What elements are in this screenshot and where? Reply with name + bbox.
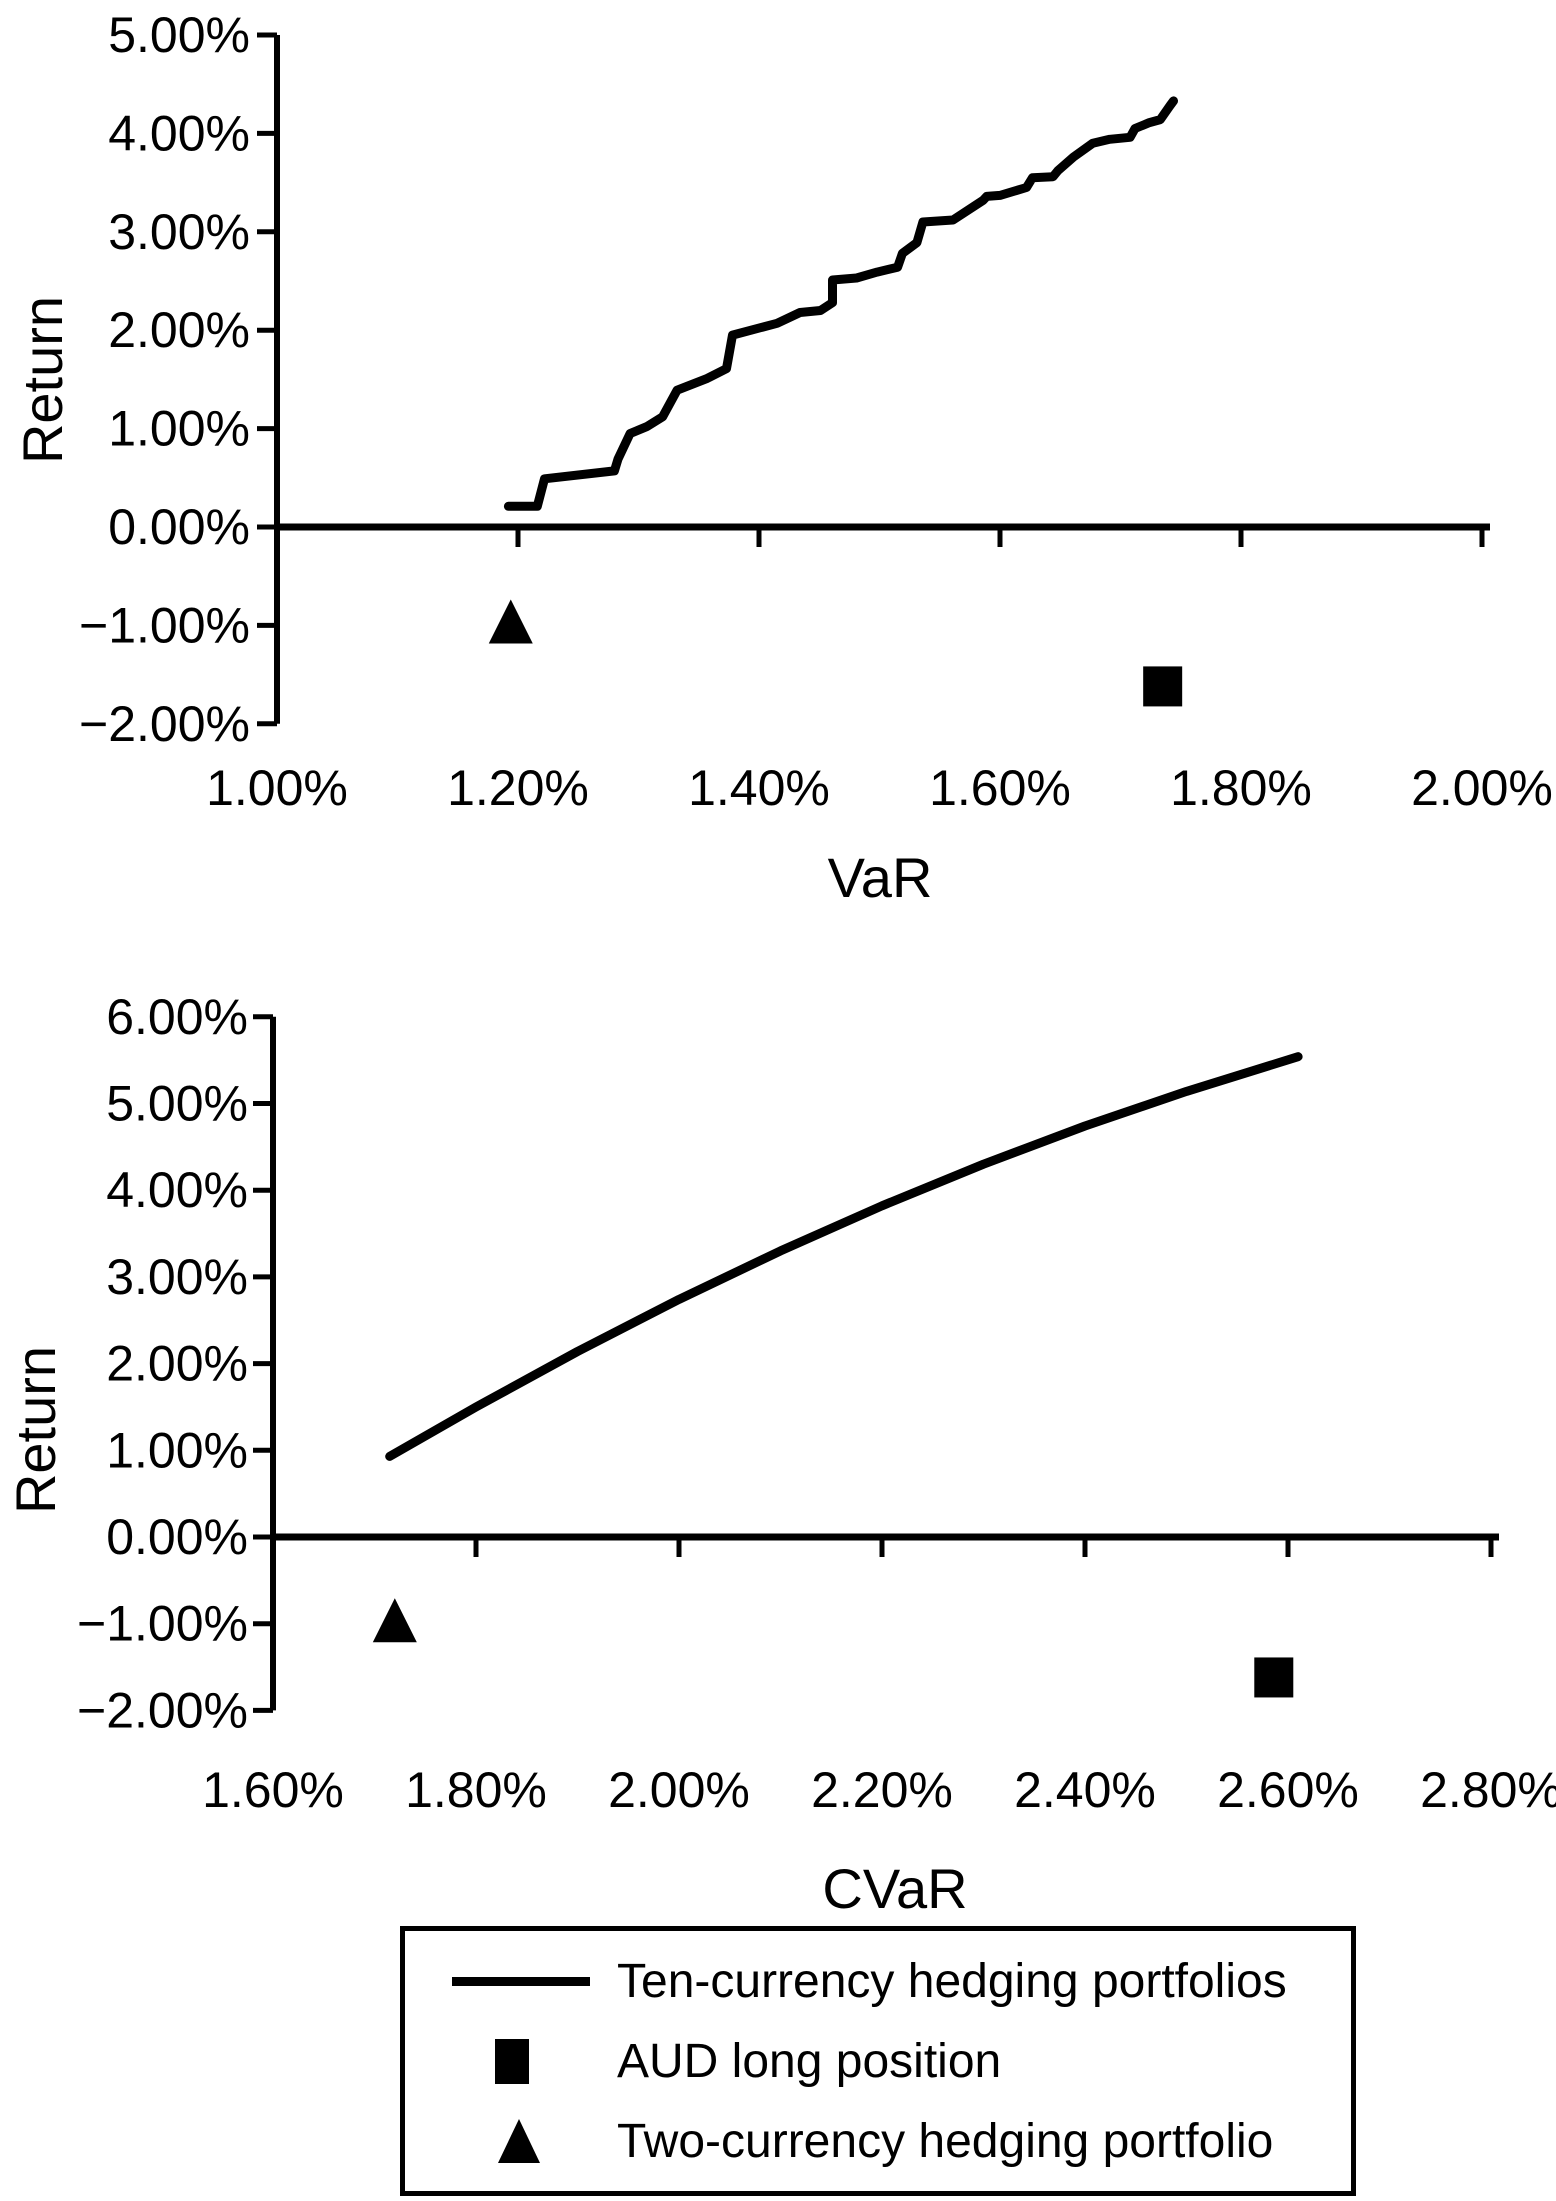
x-tick-label: 1.60%	[202, 1762, 344, 1818]
y-tick-label: 2.00%	[108, 302, 250, 358]
var-chart-xaxis-title: VaR	[828, 846, 933, 909]
y-tick-label: 6.00%	[106, 989, 248, 1045]
two-currency-triangle-marker	[372, 1598, 417, 1643]
x-tick-label: 1.20%	[447, 760, 589, 816]
y-tick-label: 5.00%	[108, 7, 250, 63]
legend-item-ten-currency: Ten-currency hedging portfolios	[405, 1943, 1351, 2019]
x-tick-label: 2.00%	[608, 1762, 750, 1818]
y-tick-label: 0.00%	[106, 1509, 248, 1565]
legend-label: Two-currency hedging portfolio	[617, 2114, 1274, 2168]
x-tick-label: 1.00%	[206, 760, 348, 816]
y-tick-label: 4.00%	[106, 1162, 248, 1218]
y-tick-label: 5.00%	[106, 1076, 248, 1132]
triangle-marker-icon	[498, 2119, 540, 2163]
legend-box: Ten-currency hedging portfolios AUD long…	[400, 1926, 1356, 2196]
y-tick-label: 4.00%	[108, 105, 250, 161]
y-tick-label: 1.00%	[106, 1422, 248, 1478]
y-tick-label: 0.00%	[108, 499, 250, 555]
aud-square-marker	[1143, 666, 1183, 707]
var-chart-yaxis-title: Return	[11, 296, 74, 464]
y-tick-label: 3.00%	[106, 1249, 248, 1305]
cvar-chart-yaxis-title: Return	[4, 1346, 67, 1514]
y-tick-label: −1.00%	[77, 1596, 248, 1652]
x-tick-label: 2.80%	[1420, 1762, 1556, 1818]
x-tick-label: 1.80%	[1170, 760, 1312, 816]
square-marker-icon	[495, 2038, 529, 2084]
legend-label: AUD long position	[617, 2034, 1002, 2088]
y-tick-label: −2.00%	[79, 696, 250, 752]
two-currency-triangle-marker	[488, 599, 533, 644]
legend-item-two-currency: Two-currency hedging portfolio	[405, 2103, 1351, 2179]
x-tick-label: 1.40%	[688, 760, 830, 816]
line-sample-icon	[452, 1976, 590, 1986]
var-chart: 5.00% 4.00% 3.00% 2.00% 1.00% 0.00% −1.00% −2.0…	[79, 7, 1553, 816]
aud-square-marker	[1254, 1657, 1294, 1698]
y-tick-label: 3.00%	[108, 204, 250, 260]
x-tick-label: 2.40%	[1014, 1762, 1156, 1818]
y-tick-label: 2.00%	[106, 1336, 248, 1392]
y-tick-label: 1.00%	[108, 401, 250, 457]
ten-currency-curve	[503, 96, 1178, 511]
x-tick-label: 2.00%	[1411, 760, 1553, 816]
legend-label: Ten-currency hedging portfolios	[617, 1954, 1287, 2008]
x-tick-label: 1.60%	[929, 760, 1071, 816]
cvar-chart: 6.00% 5.00% 4.00% 3.00% 2.00% 1.00% 0.00% −1.00…	[77, 989, 1556, 1818]
cvar-chart-xaxis-title: CVaR	[822, 1857, 967, 1920]
x-tick-label: 2.60%	[1217, 1762, 1359, 1818]
y-tick-label: −1.00%	[79, 597, 250, 653]
legend-item-aud-long: AUD long position	[405, 2023, 1351, 2099]
y-tick-label: −2.00%	[77, 1682, 248, 1738]
x-tick-label: 2.20%	[811, 1762, 953, 1818]
ten-currency-curve	[385, 1052, 1303, 1461]
x-tick-label: 1.80%	[405, 1762, 547, 1818]
